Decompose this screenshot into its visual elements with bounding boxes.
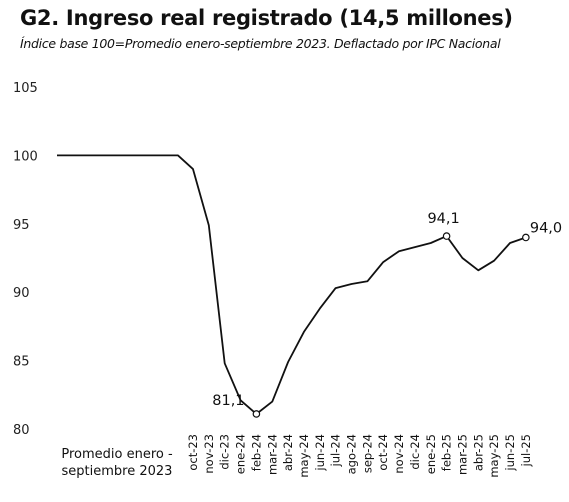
y-tick-label: 90 bbox=[13, 286, 30, 301]
x-tick-label: sep-24 bbox=[360, 434, 374, 473]
x-tick-label: mar-24 bbox=[265, 434, 279, 475]
x-tick-label: abr-24 bbox=[281, 434, 295, 471]
x-tick-label: feb-25 bbox=[440, 434, 454, 471]
x-tick-label: dic-23 bbox=[218, 434, 232, 470]
x-tick-label: mar-25 bbox=[455, 434, 469, 475]
x-tick-label: jul-24 bbox=[329, 434, 343, 467]
x-tick-label: abr-25 bbox=[471, 434, 485, 471]
y-tick-label: 95 bbox=[13, 218, 30, 233]
x-tick-label: feb-24 bbox=[249, 434, 263, 471]
x-tick-label: ene-25 bbox=[424, 434, 438, 474]
x-tick-label: jul-25 bbox=[519, 434, 533, 467]
x-tick-label: oct-23 bbox=[186, 434, 200, 471]
y-tick-label: 85 bbox=[13, 355, 30, 370]
x-tick-label: jun-25 bbox=[503, 434, 517, 472]
data-label: 94,0 bbox=[530, 220, 562, 236]
x-tick-label: ago-24 bbox=[345, 434, 359, 474]
y-tick-label: 100 bbox=[13, 149, 38, 164]
chart-title: G2. Ingreso real registrado (14,5 millon… bbox=[20, 6, 513, 30]
x-tick-label: dic-24 bbox=[408, 434, 422, 470]
data-point-marker bbox=[522, 233, 530, 242]
data-label: 81,1 bbox=[212, 393, 244, 409]
x-tick-label: oct-24 bbox=[376, 434, 390, 471]
y-tick-label: 105 bbox=[13, 81, 38, 96]
x-tick-label: septiembre 2023 bbox=[62, 464, 173, 479]
y-tick-label: 80 bbox=[13, 423, 30, 438]
x-tick-label: may-24 bbox=[297, 434, 311, 478]
x-tick-label: ene-24 bbox=[234, 434, 248, 474]
series-line bbox=[57, 154, 527, 415]
x-tick-label: may-25 bbox=[487, 434, 501, 478]
x-tick-label: nov-23 bbox=[202, 434, 216, 474]
x-tick-label: jun-24 bbox=[313, 434, 327, 472]
data-label: 94,1 bbox=[427, 211, 459, 227]
data-point-marker bbox=[252, 410, 261, 418]
data-point-marker bbox=[442, 232, 451, 240]
x-tick-label: Promedio enero - bbox=[61, 447, 173, 462]
chart-subtitle: Índice base 100=Promedio enero-septiembr… bbox=[20, 36, 501, 51]
x-tick-label: nov-24 bbox=[392, 434, 406, 474]
